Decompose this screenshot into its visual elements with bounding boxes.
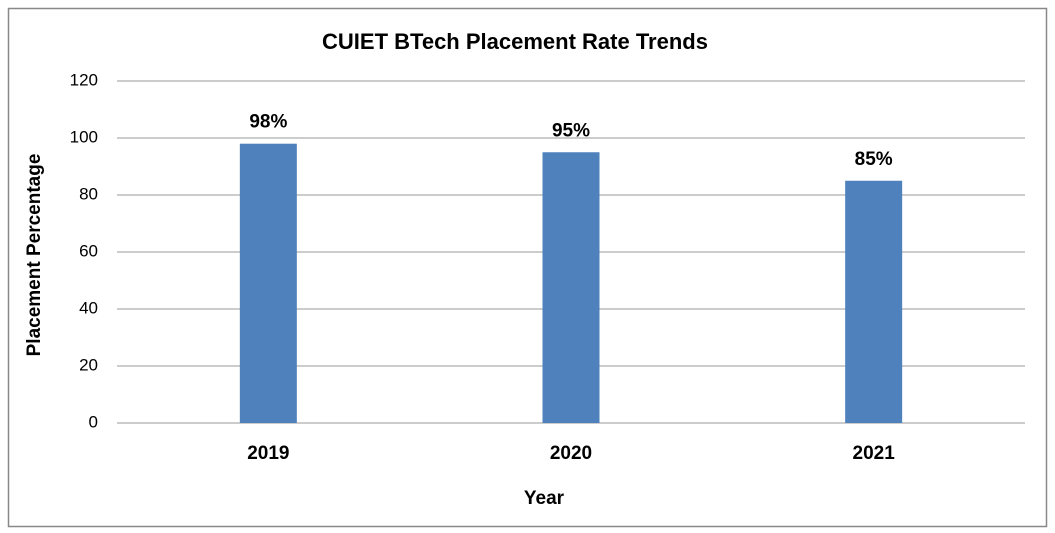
y-tick-label: 120 xyxy=(70,70,98,89)
bar xyxy=(542,152,600,423)
y-tick-label: 60 xyxy=(79,241,98,260)
x-tick-label: 2020 xyxy=(550,443,592,464)
y-tick-label: 0 xyxy=(89,412,98,431)
x-axis-label: Year xyxy=(524,488,565,509)
value-label: 85% xyxy=(855,149,893,170)
value-label: 98% xyxy=(249,112,287,133)
y-tick-label: 100 xyxy=(70,127,98,146)
value-label: 95% xyxy=(552,120,590,141)
y-tick-label: 20 xyxy=(79,355,98,374)
bar xyxy=(239,143,297,423)
x-tick-label: 2021 xyxy=(853,443,896,464)
y-axis-label: Placement Percentage xyxy=(24,154,45,357)
y-tick-label: 80 xyxy=(79,184,98,203)
x-tick-label: 2019 xyxy=(247,443,289,464)
chart-title: CUIET BTech Placement Rate Trends xyxy=(322,29,708,54)
bar xyxy=(845,180,903,423)
y-tick-label: 40 xyxy=(79,298,98,317)
